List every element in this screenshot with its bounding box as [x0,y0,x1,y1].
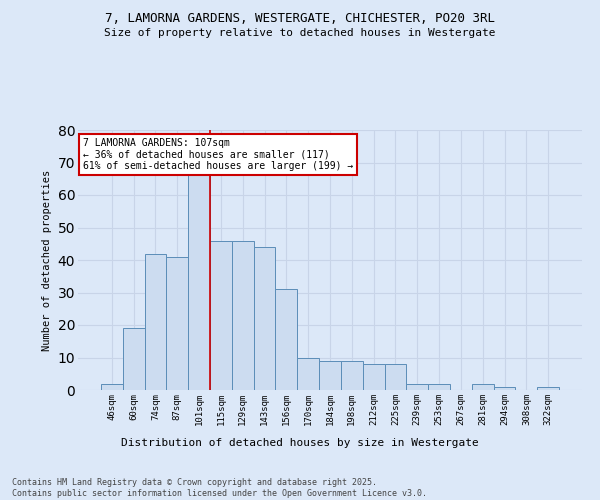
Bar [406,384,428,390]
Text: Size of property relative to detached houses in Westergate: Size of property relative to detached ho… [104,28,496,38]
Bar [319,361,341,390]
Bar [232,240,254,390]
Bar [297,358,319,390]
Bar [385,364,406,390]
Bar [254,247,275,390]
Bar [166,257,188,390]
Bar [210,240,232,390]
Bar [101,384,123,390]
Bar [472,384,494,390]
Bar [341,361,363,390]
Bar [275,289,297,390]
Bar [537,387,559,390]
Bar [145,254,166,390]
Bar [428,384,450,390]
Bar [494,387,515,390]
Bar [188,172,210,390]
Text: Distribution of detached houses by size in Westergate: Distribution of detached houses by size … [121,438,479,448]
Text: 7, LAMORNA GARDENS, WESTERGATE, CHICHESTER, PO20 3RL: 7, LAMORNA GARDENS, WESTERGATE, CHICHEST… [105,12,495,26]
Text: Contains HM Land Registry data © Crown copyright and database right 2025.
Contai: Contains HM Land Registry data © Crown c… [12,478,427,498]
Y-axis label: Number of detached properties: Number of detached properties [42,170,52,350]
Bar [123,328,145,390]
Text: 7 LAMORNA GARDENS: 107sqm
← 36% of detached houses are smaller (117)
61% of semi: 7 LAMORNA GARDENS: 107sqm ← 36% of detac… [83,138,353,171]
Bar [363,364,385,390]
